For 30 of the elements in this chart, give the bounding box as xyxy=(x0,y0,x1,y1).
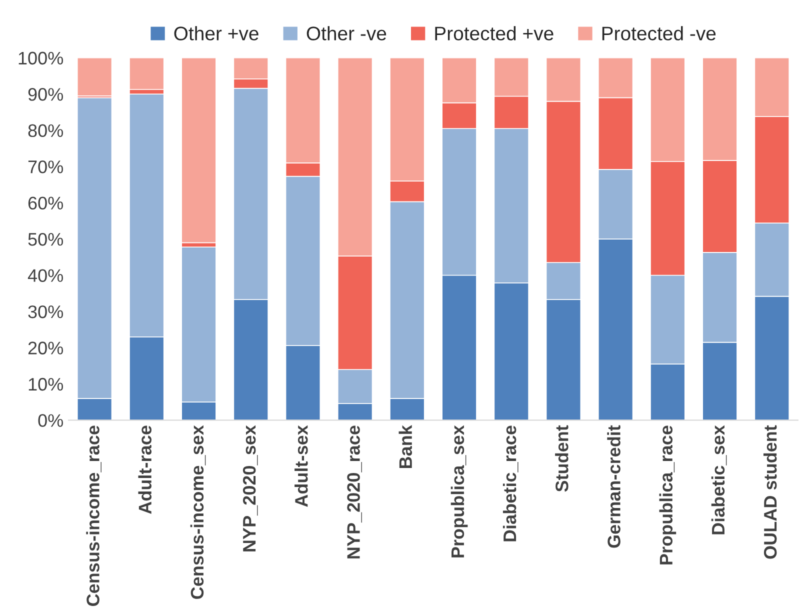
y-tick-label: 0% xyxy=(38,414,64,427)
x-tick-label: Propublica_race xyxy=(659,426,676,564)
y-tick-label: 70% xyxy=(28,160,64,174)
x-tick-label: Student xyxy=(555,425,568,492)
y-tick-label: 100% xyxy=(18,52,64,65)
x-tick-label: Bank xyxy=(398,425,412,468)
legend-label: Other +ve xyxy=(174,26,258,40)
x-tick-label: Adult-sex xyxy=(294,425,308,507)
y-tick-label: 60% xyxy=(28,196,64,210)
x-tick-label: Census-income_sex xyxy=(190,425,206,599)
y-tick-label: 30% xyxy=(28,305,64,318)
bar xyxy=(181,58,216,244)
x-tick-label: NYP_2020_race xyxy=(347,426,362,558)
x-tick-label: Adult-race xyxy=(138,426,152,514)
x-tick-label: Diabetic_sex xyxy=(711,425,727,534)
x-tick-label: Census-income_race xyxy=(86,426,102,606)
y-tick-label: 20% xyxy=(28,342,64,354)
legend-label: Other -ve xyxy=(306,26,386,40)
x-tick-label: German-credit xyxy=(607,425,620,548)
x-tick-label: OULAD student xyxy=(763,425,777,559)
y-tick-label: 10% xyxy=(28,378,64,391)
legend-label: Protected -ve xyxy=(602,26,716,40)
y-tick-label: 90% xyxy=(28,88,64,101)
x-tick-label: Diabetic_race xyxy=(502,426,518,542)
legend-label: Protected +ve xyxy=(435,26,554,40)
x-tick-label: NYP_2020_sex xyxy=(242,425,258,552)
y-tick-label: 50% xyxy=(28,232,64,246)
y-tick-label: 40% xyxy=(28,269,64,282)
y-tick-label: 80% xyxy=(28,124,64,138)
x-tick-label: Propublica_sex xyxy=(450,425,468,558)
